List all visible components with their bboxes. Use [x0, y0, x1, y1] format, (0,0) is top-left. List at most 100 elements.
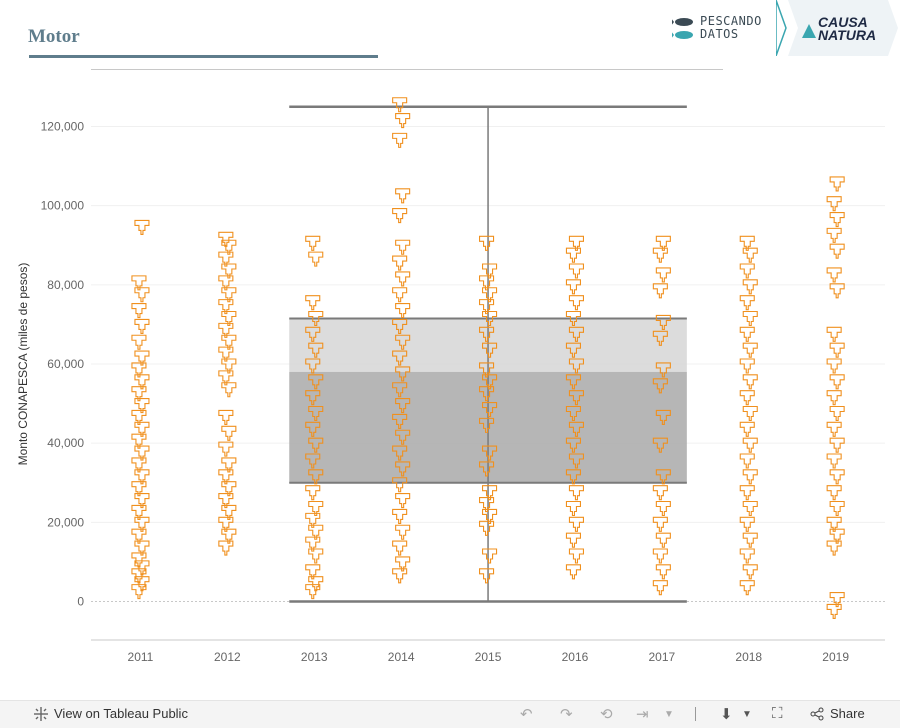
- data-point: [392, 508, 408, 524]
- data-point: [134, 576, 150, 592]
- data-point: [482, 508, 498, 524]
- data-point: [568, 235, 584, 251]
- logo-causa-line2: NATURA: [818, 27, 877, 43]
- causa-natura-logo[interactable]: CAUSA NATURA: [802, 14, 882, 44]
- data-point: [565, 405, 581, 422]
- data-point: [655, 500, 671, 517]
- data-point: [655, 314, 671, 331]
- data-point: [568, 390, 584, 406]
- data-point: [829, 437, 845, 453]
- chevron-down-icon[interactable]: ▼: [664, 709, 674, 720]
- data-point: [652, 437, 668, 453]
- data-point: [652, 247, 668, 263]
- data-point: [305, 512, 321, 528]
- data-point: [739, 548, 755, 564]
- data-point: [826, 540, 842, 556]
- data-point: [655, 235, 671, 251]
- logo-causa-line1: CAUSA: [818, 14, 868, 30]
- data-point: [655, 409, 671, 426]
- data-point: [218, 516, 234, 532]
- download-icon[interactable]: ⬇: [720, 706, 733, 723]
- series-2015: [479, 235, 498, 584]
- data-point: [826, 390, 842, 406]
- series-2018: [739, 235, 758, 596]
- data-point: [134, 318, 150, 334]
- data-point: [479, 235, 495, 251]
- data-point: [742, 374, 758, 390]
- data-point: [131, 303, 147, 319]
- data-point: [131, 433, 147, 449]
- series-2016: [565, 235, 584, 580]
- data-point: [739, 295, 755, 311]
- data-point: [305, 485, 321, 501]
- data-point: [565, 342, 581, 358]
- revert-icon[interactable]: ⟲: [600, 706, 613, 723]
- data-point: [568, 295, 584, 311]
- share-icon: [810, 707, 824, 720]
- data-point: [221, 481, 237, 497]
- title-underline: [29, 55, 378, 58]
- data-point: [131, 334, 147, 350]
- pescando-datos-logo[interactable]: PESCANDO DATOS: [671, 14, 764, 44]
- data-point: [221, 504, 237, 521]
- data-point: [655, 362, 671, 378]
- data-point: [131, 481, 147, 497]
- data-point: [479, 326, 495, 342]
- data-point: [221, 287, 237, 303]
- data-point: [305, 235, 321, 251]
- data-point: [739, 516, 755, 532]
- data-point: [482, 445, 498, 461]
- data-point: [308, 310, 324, 327]
- data-point: [308, 469, 324, 485]
- undo-icon[interactable]: ↶: [520, 706, 533, 723]
- redo-icon[interactable]: ↷: [560, 706, 573, 723]
- data-point: [131, 504, 147, 521]
- data-point: [829, 342, 845, 358]
- fullscreen-icon[interactable]: ⛶: [772, 705, 783, 722]
- data-point: [739, 235, 755, 251]
- data-point: [565, 500, 581, 517]
- data-point: [131, 386, 147, 402]
- data-point: [134, 374, 150, 390]
- data-point: [565, 564, 581, 580]
- data-point: [829, 405, 845, 422]
- download-chevron-icon[interactable]: ▼: [742, 709, 752, 720]
- data-point: [479, 496, 495, 513]
- data-point: [826, 267, 842, 283]
- data-point: [568, 326, 584, 342]
- data-point: [742, 310, 758, 327]
- data-point: [221, 528, 237, 544]
- data-marks: [131, 97, 845, 619]
- data-point: [826, 227, 842, 243]
- data-point: [395, 271, 411, 287]
- data-point: [826, 453, 842, 469]
- view-on-tableau-button[interactable]: View on Tableau Public: [34, 706, 188, 721]
- data-point: [221, 382, 237, 398]
- share-button[interactable]: Share: [810, 706, 865, 721]
- data-point: [826, 421, 842, 437]
- data-point: [482, 342, 498, 358]
- data-point: [829, 469, 845, 485]
- data-point: [305, 453, 321, 469]
- data-point: [565, 469, 581, 485]
- x-tick-label: 2012: [214, 650, 241, 664]
- y-tick-label: 120,000: [41, 120, 85, 134]
- data-point: [134, 516, 150, 532]
- x-tick-label: 2014: [388, 650, 415, 664]
- data-point: [395, 524, 411, 540]
- refresh-icon[interactable]: ⇥: [636, 706, 649, 723]
- series-2011: [131, 219, 150, 600]
- data-point: [565, 437, 581, 453]
- data-point: [652, 580, 668, 596]
- data-point: [479, 299, 495, 315]
- data-point: [131, 409, 147, 426]
- data-point: [392, 445, 408, 461]
- data-point: [218, 469, 234, 485]
- data-point: [826, 326, 842, 342]
- y-tick-label: 100,000: [41, 199, 85, 213]
- data-point: [218, 231, 234, 247]
- data-point: [479, 417, 495, 433]
- data-point: [134, 493, 150, 509]
- data-point: [218, 493, 234, 509]
- data-point: [392, 568, 408, 584]
